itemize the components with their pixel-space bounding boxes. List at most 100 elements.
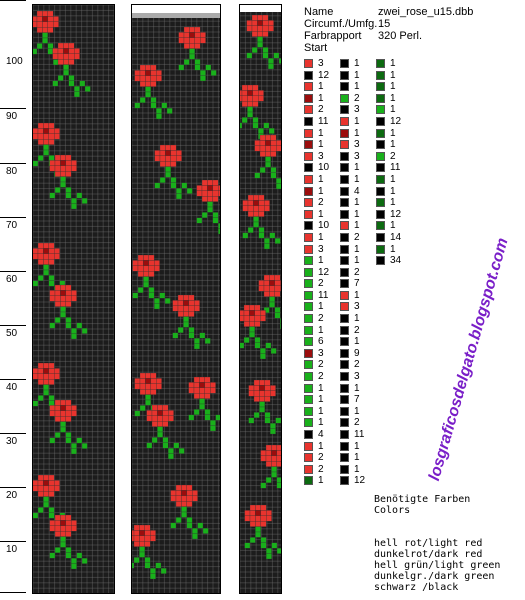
bead-count: 3 xyxy=(354,301,360,313)
bead-count: 1 xyxy=(318,475,324,487)
legend-item: hell rot/light red xyxy=(374,538,483,549)
color-swatch xyxy=(304,453,313,463)
color-swatch xyxy=(340,395,349,405)
bead-count: 1 xyxy=(354,336,360,348)
bead-count: 34 xyxy=(390,255,402,267)
bead-count: 1 xyxy=(318,81,324,93)
bead-count: 1 xyxy=(318,301,324,313)
bead-count: 2 xyxy=(318,463,324,475)
ruler-tick xyxy=(0,379,26,380)
color-swatch xyxy=(340,372,349,382)
bead-count: 1 xyxy=(354,197,360,209)
draft-pattern-strip[interactable] xyxy=(32,4,115,594)
bead-count: 1 xyxy=(318,231,324,243)
bead-count: 1 xyxy=(354,463,360,475)
color-swatch xyxy=(304,82,313,92)
color-swatch xyxy=(304,105,313,115)
bead-count: 1 xyxy=(390,104,396,116)
blog-watermark: losgraficosdelgato.blogspot.com xyxy=(426,236,512,483)
bead-count: 1 xyxy=(318,173,324,185)
ruler-tick xyxy=(0,163,26,164)
color-swatch xyxy=(376,244,385,254)
color-swatch xyxy=(304,128,313,138)
bead-count: 1 xyxy=(354,58,360,69)
legend-item: dunkelrot/dark red xyxy=(374,549,483,560)
info-label: Start xyxy=(304,42,328,54)
color-swatch xyxy=(304,244,313,254)
color-swatch xyxy=(304,383,313,393)
color-swatch xyxy=(304,140,313,150)
color-swatch xyxy=(340,198,349,208)
color-swatch xyxy=(340,476,349,486)
bead-count: 3 xyxy=(354,371,360,383)
color-swatch xyxy=(340,256,349,266)
corrected-pattern-canvas xyxy=(132,5,220,593)
color-swatch xyxy=(340,174,349,184)
bead-count: 1 xyxy=(354,220,360,232)
bead-count: 11 xyxy=(318,289,329,301)
bead-count: 1 xyxy=(354,81,360,93)
bead-count: 12 xyxy=(354,475,366,487)
bead-count: 12 xyxy=(390,208,402,220)
ruler-label: 100 xyxy=(6,56,23,67)
bead-count: 1 xyxy=(390,69,396,81)
color-swatch xyxy=(340,453,349,463)
color-swatch xyxy=(340,302,349,312)
bead-count: 1 xyxy=(354,440,360,452)
bead-count: 7 xyxy=(354,278,360,290)
color-swatch xyxy=(376,221,385,231)
ruler-tick xyxy=(0,0,26,1)
bead-count: 1 xyxy=(318,417,324,429)
ruler-tick xyxy=(0,325,26,326)
color-swatch xyxy=(376,256,385,266)
color-swatch xyxy=(304,418,313,428)
bead-count: 1 xyxy=(318,92,324,104)
info-label: Name xyxy=(304,6,334,18)
bead-count: 1 xyxy=(318,127,324,139)
color-swatch xyxy=(340,325,349,335)
actual-pattern-strip[interactable] xyxy=(239,4,282,594)
ruler-tick xyxy=(0,217,26,218)
legend-subheading: Colors xyxy=(374,505,411,516)
ruler-label: 10 xyxy=(6,544,18,555)
color-swatch xyxy=(376,93,385,103)
color-swatch xyxy=(340,244,349,254)
bead-count: 1 xyxy=(354,127,360,139)
bead-count: 3 xyxy=(318,150,324,162)
color-swatch xyxy=(376,140,385,150)
ruler-tick xyxy=(0,487,26,488)
bead-count: 1 xyxy=(318,185,324,197)
actual-pattern-canvas xyxy=(240,5,281,593)
info-label: Circumf./Umfg. xyxy=(304,18,378,30)
bead-count: 1 xyxy=(318,394,324,406)
ruler-label: 20 xyxy=(6,490,18,501)
bead-count: 1 xyxy=(390,92,396,104)
color-swatch xyxy=(304,256,313,266)
bead-count: 1 xyxy=(318,139,324,151)
bead-count: 9 xyxy=(354,347,360,359)
color-swatch xyxy=(340,140,349,150)
color-swatch xyxy=(376,198,385,208)
color-swatch xyxy=(340,232,349,242)
color-swatch xyxy=(304,163,313,173)
ruler-tick xyxy=(0,541,26,542)
bead-count: 1 xyxy=(390,173,396,185)
bead-count: 1 xyxy=(354,115,360,127)
bead-count: 1 xyxy=(354,162,360,174)
bead-count: 10 xyxy=(318,162,330,174)
pattern-info: Name zwei_rose_u15.dbb Circumf./Umfg. 15… xyxy=(304,6,473,54)
info-label: Farbrapport xyxy=(304,30,362,42)
color-swatch xyxy=(340,314,349,324)
color-swatch xyxy=(304,186,313,196)
info-value: 15 xyxy=(378,18,391,30)
color-swatch xyxy=(304,360,313,370)
bead-count: 3 xyxy=(318,58,324,69)
ruler-label: 90 xyxy=(6,111,18,122)
color-swatch xyxy=(304,395,313,405)
bead-count: 12 xyxy=(318,266,330,278)
corrected-pattern-strip[interactable] xyxy=(131,4,221,594)
color-swatch xyxy=(340,441,349,451)
legend-item: hell grün/light green xyxy=(374,560,501,571)
color-swatch xyxy=(340,105,349,115)
color-swatch xyxy=(340,348,349,358)
